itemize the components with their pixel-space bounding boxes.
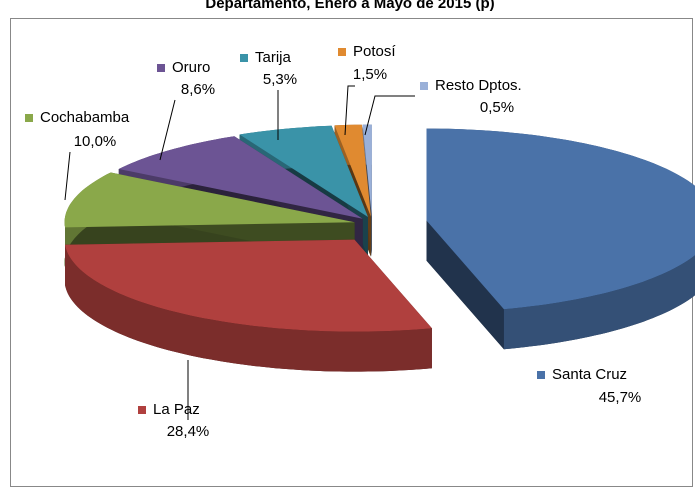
pie-slice (65, 239, 432, 372)
legend-swatch (138, 406, 146, 414)
pie-slice (426, 128, 695, 350)
slice-value-label: 45,7% (599, 389, 642, 406)
slice-wall (65, 244, 432, 372)
slice-top (239, 125, 368, 217)
leader-line (344, 85, 355, 136)
slice-value-label: 1,5% (353, 66, 387, 83)
legend-swatch (157, 64, 165, 72)
slice-label: Resto Dptos. (435, 77, 522, 94)
leader-line (364, 95, 415, 136)
slice-side (426, 220, 504, 350)
slice-top (362, 124, 372, 217)
slice-value-label: 10,0% (74, 133, 117, 150)
slice-top (64, 172, 355, 228)
slice-value-label: 0,5% (480, 99, 514, 116)
leader-line (64, 151, 71, 201)
slice-value-label: 5,3% (263, 71, 297, 88)
slice-label: Tarija (255, 49, 292, 66)
legend-swatch (25, 114, 33, 122)
chart-title: Departamento, Enero a Mayo de 2015 (p) (205, 0, 494, 12)
slice-label: Cochabamba (40, 109, 130, 126)
leader-line (159, 99, 176, 161)
slice-value-label: 8,6% (181, 81, 215, 98)
slice-top (334, 124, 371, 217)
slice-label: Oruro (172, 59, 210, 76)
slice-value-label: 28,4% (167, 423, 210, 440)
legend-swatch (537, 371, 545, 379)
slice-top (65, 239, 432, 332)
slice-top (426, 128, 695, 310)
slice-top (118, 136, 363, 219)
legend-swatch (420, 82, 428, 90)
slice-label: La Paz (153, 401, 200, 418)
legend-swatch (240, 54, 248, 62)
slice-label: Potosí (353, 43, 396, 60)
legend-swatch (338, 48, 346, 56)
slice-label: Santa Cruz (552, 366, 627, 383)
